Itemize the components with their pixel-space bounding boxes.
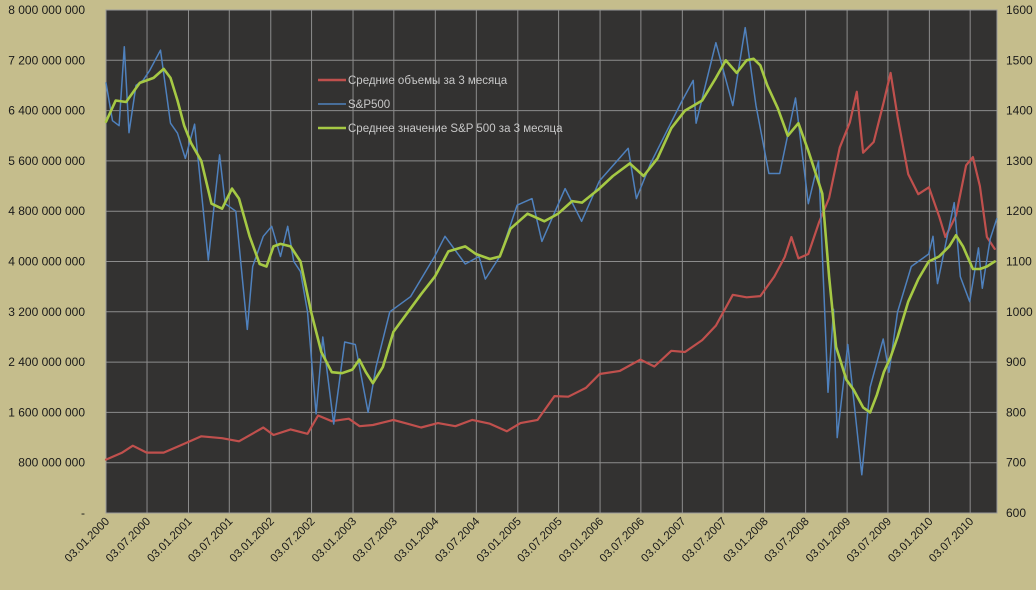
- left-axis-tick-label: 4 000 000 000: [8, 255, 85, 269]
- left-axis-tick-label: 1 600 000 000: [8, 405, 85, 419]
- right-axis-tick-label: 1100: [1006, 255, 1032, 269]
- right-axis-tick-label: 700: [1006, 456, 1026, 470]
- left-axis-tick-label: 5 600 000 000: [8, 154, 85, 168]
- plot-border: [105, 9, 998, 514]
- right-axis-tick-label: 1300: [1006, 154, 1033, 168]
- left-axis-tick-label: 3 200 000 000: [8, 305, 85, 319]
- right-axis-tick-label: 600: [1006, 506, 1026, 520]
- left-axis-tick-labels: - 800 000 000 1 600 000 000 2 400 000 000 3 …: [8, 3, 85, 520]
- legend: Средние объемы за 3 месяца S&P500 Среднее …: [318, 75, 563, 135]
- right-axis-tick-label: 1400: [1006, 104, 1033, 118]
- left-axis-tick-label: -: [81, 506, 85, 520]
- series-line-1: [104, 71, 996, 461]
- right-axis-tick-label: 1200: [1006, 204, 1033, 218]
- series-lines: [104, 26, 998, 476]
- series-line-3: [104, 57, 996, 414]
- legend-label: Среднее значение S&P 500 за 3 месяца: [348, 123, 563, 135]
- left-axis-tick-label: 2 400 000 000: [8, 355, 85, 369]
- left-axis-tick-label: 4 800 000 000: [8, 204, 85, 218]
- right-axis-tick-label: 1500: [1006, 53, 1033, 67]
- left-axis-tick-label: 800 000 000: [18, 456, 85, 470]
- right-axis-tick-label: 1600: [1006, 3, 1033, 17]
- right-axis-tick-label: 900: [1006, 355, 1026, 369]
- left-axis-tick-label: 7 200 000 000: [8, 53, 85, 67]
- right-axis-tick-label: 800: [1006, 405, 1026, 419]
- left-axis-tick-label: 8 000 000 000: [8, 3, 85, 17]
- right-axis-tick-labels: 600 700 800 900 1000 1100 1200 1300 1400 1500 1600: [1006, 3, 1033, 520]
- legend-label: S&P500: [348, 99, 390, 111]
- legend-label: Средние объемы за 3 месяца: [348, 75, 508, 87]
- left-axis-tick-label: 6 400 000 000: [8, 104, 85, 118]
- right-axis-tick-label: 1000: [1006, 305, 1033, 319]
